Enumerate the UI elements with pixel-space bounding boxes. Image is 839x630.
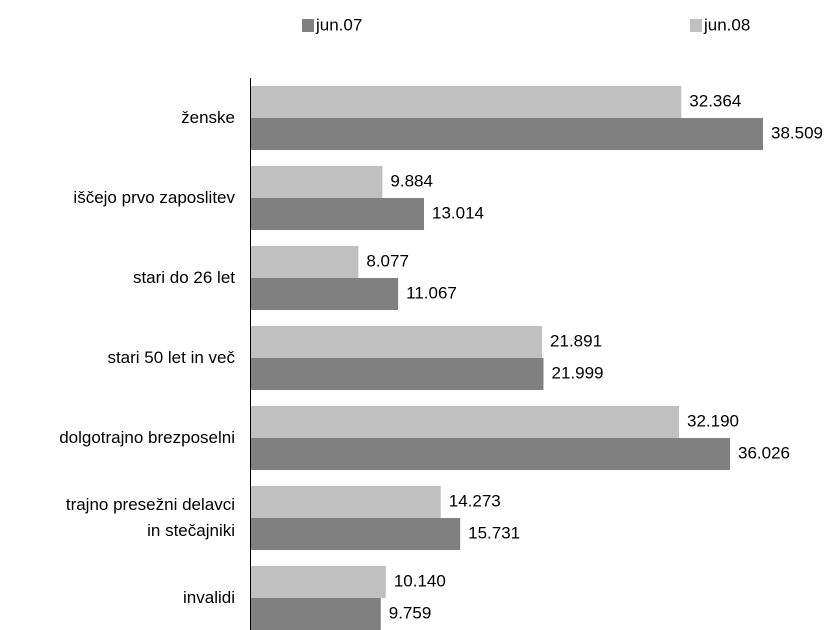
value-label: 9.884	[390, 171, 433, 190]
value-label: 36.026	[738, 443, 790, 462]
bar	[251, 198, 425, 230]
bar	[251, 326, 543, 358]
legend-label: jun.07	[315, 15, 362, 34]
value-label: 9.759	[389, 603, 432, 622]
category-label: stari do 26 let	[132, 268, 235, 287]
bar	[251, 438, 730, 470]
value-label: 21.999	[551, 363, 603, 382]
bar	[251, 86, 682, 118]
value-label: 14.273	[449, 491, 501, 510]
category-label: iščejo prvo zaposlitev	[73, 188, 235, 207]
value-label: 15.731	[468, 523, 520, 542]
value-label: 38.509	[771, 123, 823, 142]
bar	[251, 566, 386, 598]
bar	[251, 358, 544, 390]
bar	[251, 486, 441, 518]
value-label: 32.190	[687, 411, 739, 430]
value-label: 11.067	[406, 283, 457, 302]
bar	[251, 518, 461, 550]
category-label: invalidi	[183, 588, 235, 607]
value-label: 32.364	[689, 91, 741, 110]
bar	[251, 118, 763, 150]
legend-swatch	[690, 19, 702, 32]
legend-swatch	[302, 19, 314, 32]
value-label: 8.077	[366, 251, 409, 270]
category-label: stari 50 let in več	[107, 348, 235, 367]
category-label: dolgotrajno brezposelni	[59, 428, 235, 447]
bar	[251, 278, 399, 310]
value-label: 10.140	[394, 571, 446, 590]
bar	[251, 166, 383, 198]
value-label: 13.014	[432, 203, 484, 222]
category-label: ženske	[181, 108, 235, 127]
value-label: 21.891	[550, 331, 602, 350]
bar	[251, 406, 679, 438]
bar	[251, 598, 381, 630]
category-label: trajno presežni delavci in stečajniki	[65, 495, 235, 540]
bar	[251, 246, 359, 278]
legend-label: jun.08	[703, 15, 750, 34]
